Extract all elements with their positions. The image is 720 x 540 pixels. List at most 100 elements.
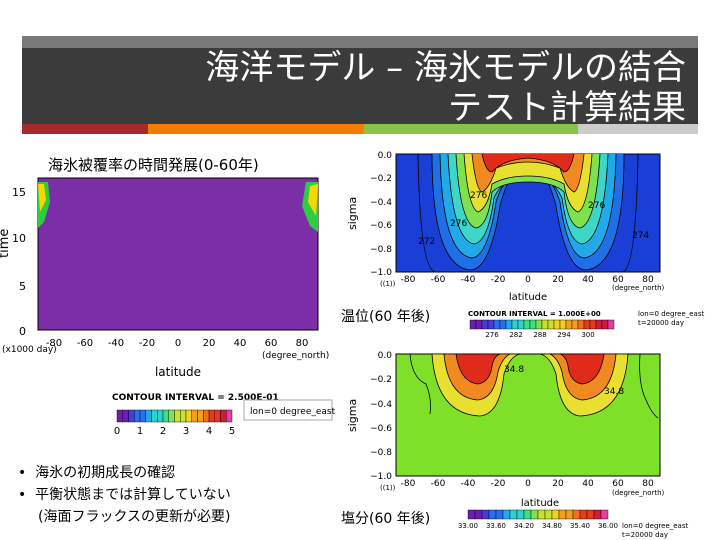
temp-colorbar-swatch <box>481 319 489 330</box>
temp-x-tick: 20 <box>552 275 564 285</box>
salt-x-tick: 60 <box>612 479 624 489</box>
temp-x-tick: 80 <box>642 275 654 285</box>
title-bar <box>22 36 698 124</box>
temp-contour-interval: CONTOUR INTERVAL = 1.000E+00 <box>468 310 601 318</box>
temp-colorbar-swatch <box>505 319 513 330</box>
temp-colorbar-swatch <box>487 319 495 330</box>
salt-cbar-label: 33.00 <box>458 522 478 530</box>
salt-cbar-label: 35.40 <box>570 522 590 530</box>
ice-colorbar <box>116 409 233 423</box>
ice-colorbar-swatch <box>220 409 227 423</box>
ice-info: lon=0 degree_east <box>250 407 336 417</box>
ice-colorbar-swatch <box>203 409 210 423</box>
temp-x-tick: 40 <box>582 275 594 285</box>
temp-cbar-label: 276 <box>485 331 499 339</box>
ice-cbar-label: 3 <box>183 426 189 437</box>
salt-x-tick: 0 <box>525 479 531 489</box>
ice-y-label: time <box>0 229 12 258</box>
temp-cbar-label: 300 <box>581 331 594 339</box>
salt-contour-label: 34.8 <box>504 365 524 375</box>
accent-segment-orange <box>148 124 364 134</box>
temp-colorbar-swatch <box>547 319 555 330</box>
ice-cbar-label: 5 <box>229 426 235 437</box>
salt-cbar-label: 33.60 <box>486 522 506 530</box>
temp-colorbar-swatch <box>499 319 507 330</box>
temp-colorbar-swatch <box>523 319 531 330</box>
salt-colorbar-swatch <box>572 509 581 520</box>
ice-y-tick: 5 <box>19 280 26 293</box>
ice-colorbar-swatch <box>208 409 215 423</box>
salt-cbar-label: 34.20 <box>514 522 534 530</box>
temp-colorbar-swatch <box>535 319 543 330</box>
salt-x-tick: 40 <box>582 479 594 489</box>
salt-colorbar-swatch <box>551 509 560 520</box>
notes-list: • 海氷の初期成長の確認 • 平衡状態までは計算していない (海面フラックスの更… <box>18 462 231 528</box>
temp-x-label: latitude <box>509 292 547 303</box>
ice-x-tick: 40 <box>234 338 247 349</box>
temp-y-tick: −0.8 <box>370 245 392 255</box>
temp-contour-label: 276 <box>470 191 487 201</box>
salt-colorbar-swatch <box>488 509 497 520</box>
salt-info-line2: t=20000 day <box>622 531 668 539</box>
note-sub: (海面フラックスの更新が必要) <box>38 509 231 525</box>
temp-info-line2: t=20000 day <box>638 319 684 327</box>
ice-colorbar-swatch <box>122 409 129 423</box>
salt-caption: 塩分(60 年後) <box>341 511 431 527</box>
temp-colorbar-swatch <box>607 319 615 330</box>
note-item: • 平衡状態までは計算していない <box>18 484 231 506</box>
ice-colorbar-swatch <box>168 409 175 423</box>
temp-x-tick: -80 <box>401 275 416 285</box>
ice-cbar-label: 1 <box>137 426 143 437</box>
salt-colorbar-swatch <box>537 509 546 520</box>
ice-colorbar-swatch <box>185 409 192 423</box>
ice-caption: 海氷被覆率の時間発展(0-60年) <box>48 156 259 174</box>
temp-y-tick: −0.2 <box>370 174 392 184</box>
salt-y-tick: −0.4 <box>370 400 392 410</box>
ice-contour-interval: CONTOUR INTERVAL = 2.500E-01 <box>112 393 279 403</box>
temp-y-label: sigma <box>346 197 359 230</box>
salt-colorbar-swatch <box>593 509 602 520</box>
ice-x-unit: (degree_north) <box>262 351 329 361</box>
ice-edge-south-core <box>38 184 46 212</box>
salt-y-tick: −1.0 <box>370 472 392 482</box>
ice-x-tick: 80 <box>296 338 309 349</box>
salt-cbar-label: 34.80 <box>542 522 562 530</box>
temp-colorbar-swatch <box>583 319 591 330</box>
temp-colorbar-swatch <box>565 319 573 330</box>
salt-y-label: sigma <box>346 399 359 432</box>
temp-cbar-label: 282 <box>509 331 522 339</box>
temp-plot: 276 276 276 274 272 sigma 0.0 −0.2 −0.4 … <box>346 151 704 339</box>
temp-contour-label: 276 <box>588 201 605 211</box>
accent-stripe <box>22 124 698 134</box>
salt-colorbar-swatch <box>516 509 525 520</box>
temp-contour-label: 272 <box>418 237 435 247</box>
temp-colorbar-swatch <box>511 319 519 330</box>
ice-colorbar-swatch <box>197 409 204 423</box>
note-text: 海氷の初期成長の確認 <box>35 465 176 481</box>
accent-segment-gray <box>578 124 698 134</box>
title-top-strip <box>22 36 698 48</box>
salt-y-tick: −0.6 <box>370 424 392 434</box>
salt-colorbar-swatch <box>474 509 483 520</box>
salt-colorbar-swatch <box>502 509 511 520</box>
salt-plot: 34.8 34.8 sigma 0.0 −0.2 −0.4 −0.6 −0.8 … <box>346 351 688 539</box>
salt-colorbar-swatch <box>600 509 609 520</box>
ice-colorbar-swatch <box>157 409 164 423</box>
salt-contours <box>409 353 659 419</box>
salt-x-left-note: ((1)) <box>380 484 396 492</box>
temp-x-unit: (degree_north) <box>612 284 665 292</box>
ice-colorbar-swatch <box>226 409 233 423</box>
salt-colorbar-swatch <box>558 509 567 520</box>
temp-y-tick: 0.0 <box>378 151 393 161</box>
temp-contours <box>417 153 639 273</box>
salt-y-tick: −0.2 <box>370 375 392 385</box>
temp-y-tick: −1.0 <box>370 268 392 278</box>
temp-colorbar-swatch <box>493 319 501 330</box>
note-item: • 海氷の初期成長の確認 <box>18 462 231 484</box>
slide-title-line2: テスト計算結果 <box>448 88 686 128</box>
temp-x-tick: 60 <box>612 275 624 285</box>
salt-x-tick: -60 <box>431 479 446 489</box>
slide-title-line1: 海洋モデル – 海氷モデルの結合 <box>205 48 686 88</box>
salt-contour-label: 34.8 <box>604 387 624 397</box>
ice-colorbar-swatch <box>180 409 187 423</box>
